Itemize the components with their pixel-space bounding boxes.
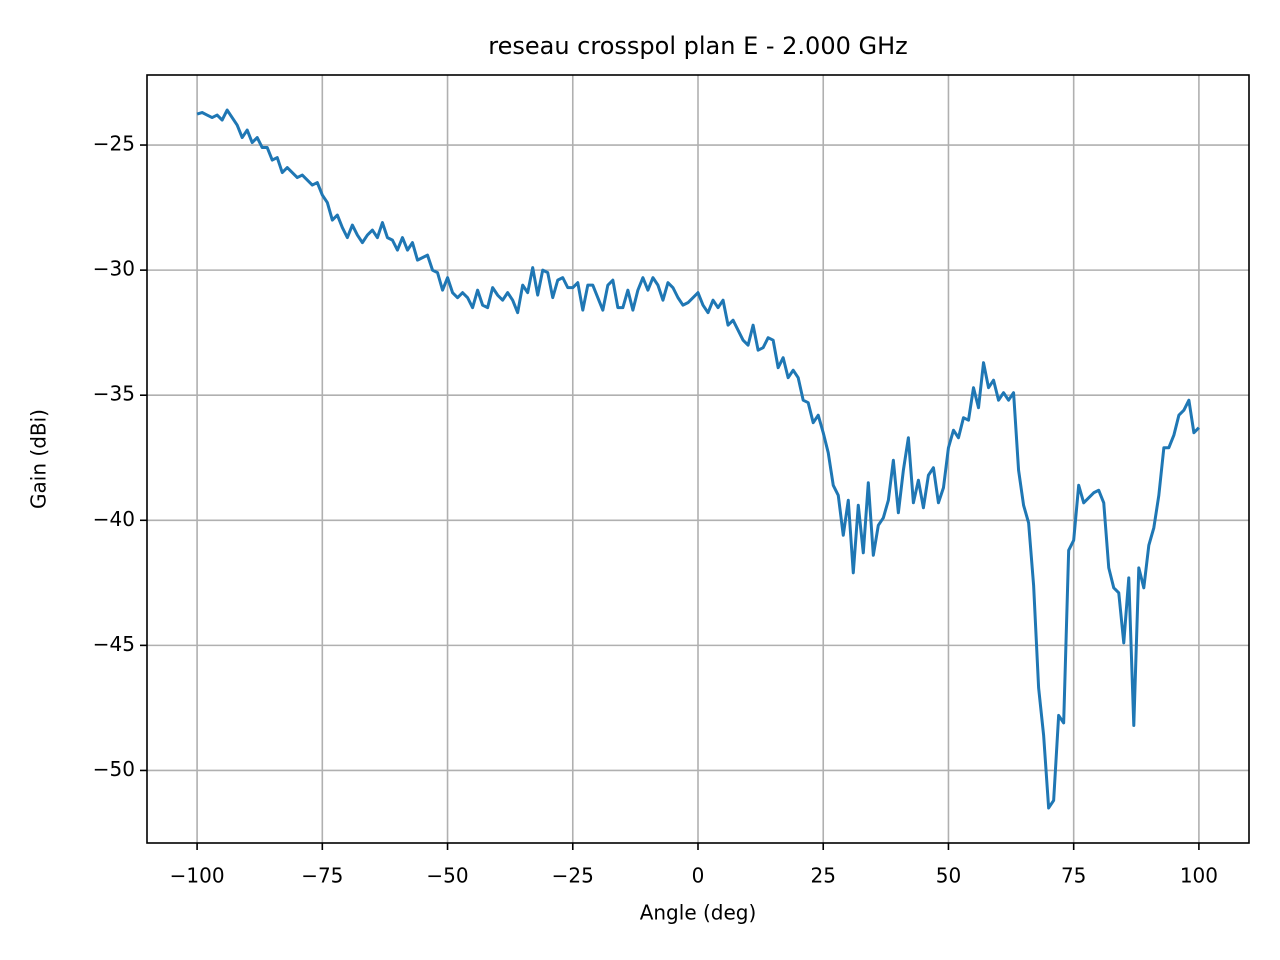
y-tick-label: −30 — [93, 257, 135, 281]
y-tick-label: −40 — [93, 507, 135, 531]
y-tick-label: −25 — [93, 132, 135, 156]
y-tick-label: −35 — [93, 382, 135, 406]
x-tick-label: 50 — [936, 864, 961, 888]
x-tick-label: −25 — [552, 864, 594, 888]
x-tick-label: 75 — [1061, 864, 1086, 888]
y-tick-label: −50 — [93, 757, 135, 781]
plot-frame — [146, 74, 1250, 844]
x-tick-label: 25 — [811, 864, 836, 888]
data-line — [196, 108, 1200, 810]
x-tick-label: 0 — [692, 864, 705, 888]
chart-title: reseau crosspol plan E - 2.000 GHz — [488, 32, 907, 60]
x-tick-label: −100 — [170, 864, 225, 888]
y-axis-label: Gain (dBi) — [27, 409, 51, 509]
x-tick-label: 100 — [1180, 864, 1218, 888]
y-tick-label: −45 — [93, 632, 135, 656]
x-tick-label: −75 — [301, 864, 343, 888]
x-axis-label: Angle (deg) — [640, 901, 757, 925]
x-tick-label: −50 — [426, 864, 468, 888]
